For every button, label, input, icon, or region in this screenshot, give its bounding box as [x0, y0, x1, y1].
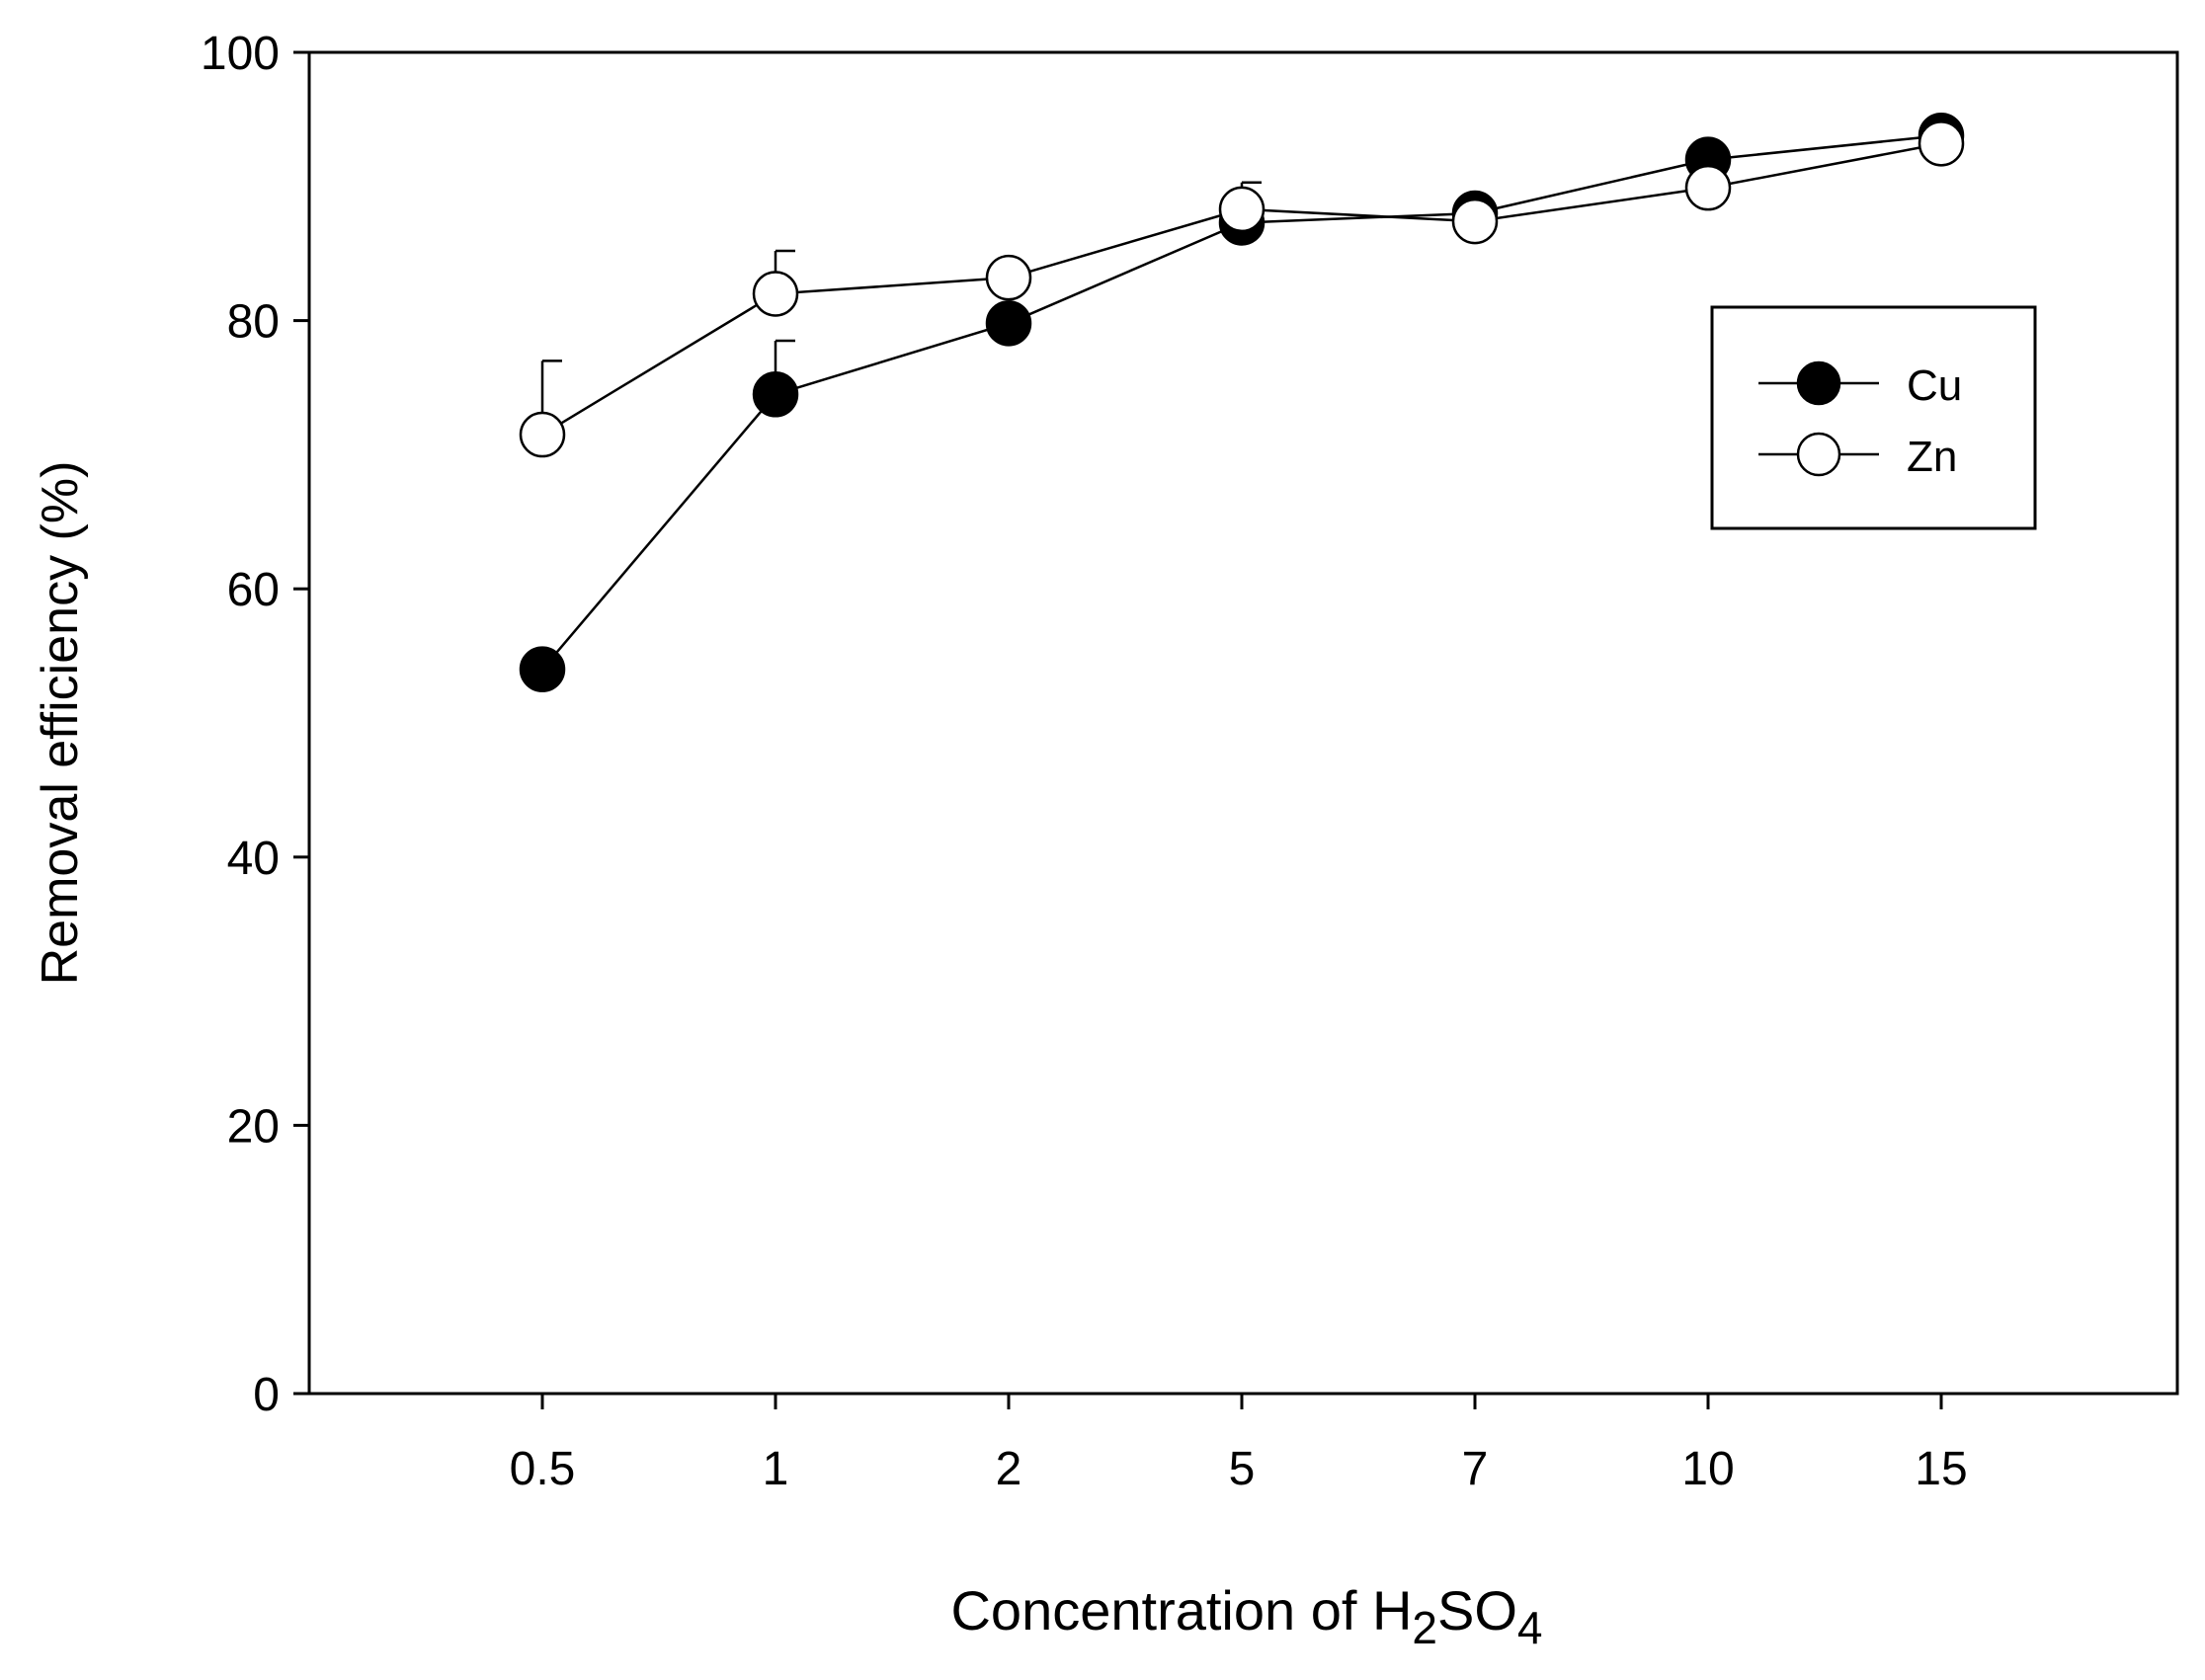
legend-zn-marker — [1796, 432, 1841, 477]
x-axis-label-sub-2: 2 — [1412, 1602, 1437, 1653]
x-tick-label-15: 15 — [1915, 1443, 1967, 1495]
x-axis-label-sub-4: 4 — [1517, 1602, 1543, 1653]
cu-point-1 — [752, 371, 799, 418]
zn-point-10 — [1684, 164, 1732, 211]
legend: Cu Zn — [1710, 305, 2037, 530]
y-tick-label-100: 100 — [201, 28, 280, 80]
zn-point-1 — [752, 271, 799, 317]
y-axis-label: Removal efficiency (%) — [32, 461, 89, 986]
x-tick-label-7: 7 — [1462, 1443, 1489, 1495]
y-tick-label-20: 20 — [227, 1100, 280, 1153]
series-zn — [519, 120, 1965, 458]
zn-point-2 — [985, 254, 1032, 301]
y-tick-label-40: 40 — [227, 833, 280, 885]
legend-zn-label: Zn — [1907, 433, 1957, 481]
zn-point-5 — [1218, 186, 1266, 233]
series-layer — [519, 112, 1965, 692]
y-tick-label-80: 80 — [227, 296, 280, 349]
legend-box — [1710, 305, 2037, 530]
y-tick-label-60: 60 — [227, 564, 280, 616]
cu-point-2 — [985, 300, 1032, 347]
cu-point-0.5 — [519, 646, 566, 692]
x-tick-label-2: 2 — [996, 1443, 1022, 1495]
legend-cu-marker — [1796, 360, 1841, 406]
x-axis: 0.5 1 2 5 7 10 15 — [510, 1394, 1968, 1495]
x-tick-label-1: 1 — [763, 1443, 789, 1495]
zn-point-15 — [1918, 120, 1965, 167]
y-tick-label-0: 0 — [253, 1369, 280, 1421]
x-tick-label-5: 5 — [1229, 1443, 1256, 1495]
x-tick-label-0.5: 0.5 — [510, 1443, 576, 1495]
x-axis-label: Concentration of H2SO4 — [950, 1579, 1542, 1653]
zn-point-0.5 — [519, 411, 566, 458]
x-tick-label-10: 10 — [1681, 1443, 1734, 1495]
plot-area-frame — [307, 50, 2179, 1396]
zn-point-7 — [1451, 198, 1499, 245]
x-axis-label-main: Concentration of H — [950, 1579, 1412, 1641]
x-axis-label-mid: SO — [1437, 1579, 1517, 1641]
y-axis: 0 20 40 60 80 100 — [201, 28, 309, 1421]
legend-cu-label: Cu — [1907, 361, 1962, 410]
